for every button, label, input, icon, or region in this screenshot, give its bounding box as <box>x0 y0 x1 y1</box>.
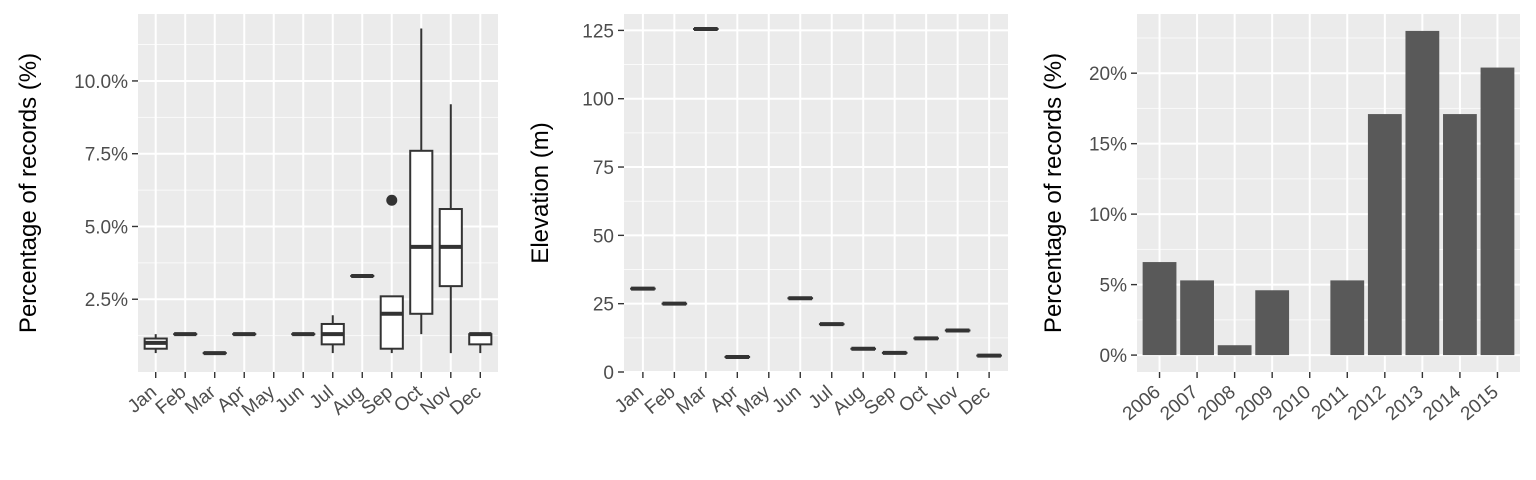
y-axis-title: Percentage of records (%) <box>1040 53 1067 333</box>
panel-background <box>624 14 1008 372</box>
x-tick-label: Jun <box>769 382 806 418</box>
yearly-percentage-bar-panel: 0%5%10%15%20%200620072008200920102011201… <box>1040 14 1520 425</box>
bar-2008 <box>1217 345 1252 356</box>
monthly-percentage-boxplot-panel: 2.5%5.0%7.5%10.0%JanFebMarAprMayJunJulAu… <box>15 14 498 421</box>
x-tick-label: Jan <box>611 382 648 418</box>
x-tick-label: 2008 <box>1194 382 1240 425</box>
box-oct <box>409 28 434 335</box>
box-dec <box>468 332 493 354</box>
box-jul <box>320 315 345 354</box>
x-tick-label: 2009 <box>1232 382 1278 425</box>
y-tick-label: 25 <box>593 295 614 316</box>
bar-2012 <box>1367 114 1402 356</box>
bar-2007 <box>1180 280 1214 356</box>
bar-2015 <box>1480 67 1515 356</box>
y-tick-label: 10.0% <box>74 72 128 93</box>
box-jan <box>143 334 168 354</box>
x-tick-label: 2015 <box>1457 382 1503 425</box>
y-axis-title: Percentage of records (%) <box>15 53 42 333</box>
box-iqr <box>379 295 404 350</box>
y-tick-label: 125 <box>582 21 614 42</box>
y-tick-label: 50 <box>593 226 614 247</box>
x-tick-label: 2007 <box>1156 382 1202 425</box>
y-tick-label: 0% <box>1100 346 1128 367</box>
y-tick-label: 5% <box>1100 276 1128 297</box>
x-tick-label: Oct <box>895 381 932 417</box>
y-tick-label: 75 <box>593 158 614 179</box>
y-tick-label: 5.0% <box>85 217 128 238</box>
x-tick-label: Dec <box>446 382 485 420</box>
x-tick-label: Jun <box>271 382 308 418</box>
y-axis-title: Elevation (m) <box>527 122 554 263</box>
outlier-point <box>386 194 398 206</box>
box-nov <box>438 104 463 354</box>
bar-2011 <box>1330 280 1365 356</box>
panel-background <box>138 14 498 372</box>
y-tick-label: 10% <box>1089 205 1127 226</box>
bar-2013 <box>1405 30 1440 356</box>
box-sep <box>379 194 404 354</box>
x-tick-label: 2013 <box>1382 382 1428 425</box>
y-tick-label: 0 <box>603 363 614 384</box>
bar-2006 <box>1142 262 1177 356</box>
x-tick-label: 2011 <box>1308 382 1353 424</box>
y-tick-label: 20% <box>1089 64 1127 85</box>
bar-2009 <box>1255 290 1290 356</box>
x-tick-label: Dec <box>955 382 994 420</box>
x-tick-label: Feb <box>641 382 680 419</box>
y-tick-label: 100 <box>582 90 614 111</box>
x-tick-label: 2014 <box>1419 381 1465 425</box>
y-tick-label: 15% <box>1089 135 1127 156</box>
x-tick-label: 2012 <box>1344 382 1390 425</box>
bar-2014 <box>1443 114 1477 356</box>
x-tick-label: 2006 <box>1119 382 1165 425</box>
y-tick-label: 2.5% <box>85 290 128 311</box>
box-iqr <box>409 149 434 315</box>
y-tick-label: 7.5% <box>85 145 128 166</box>
x-tick-label: 2010 <box>1269 382 1315 425</box>
